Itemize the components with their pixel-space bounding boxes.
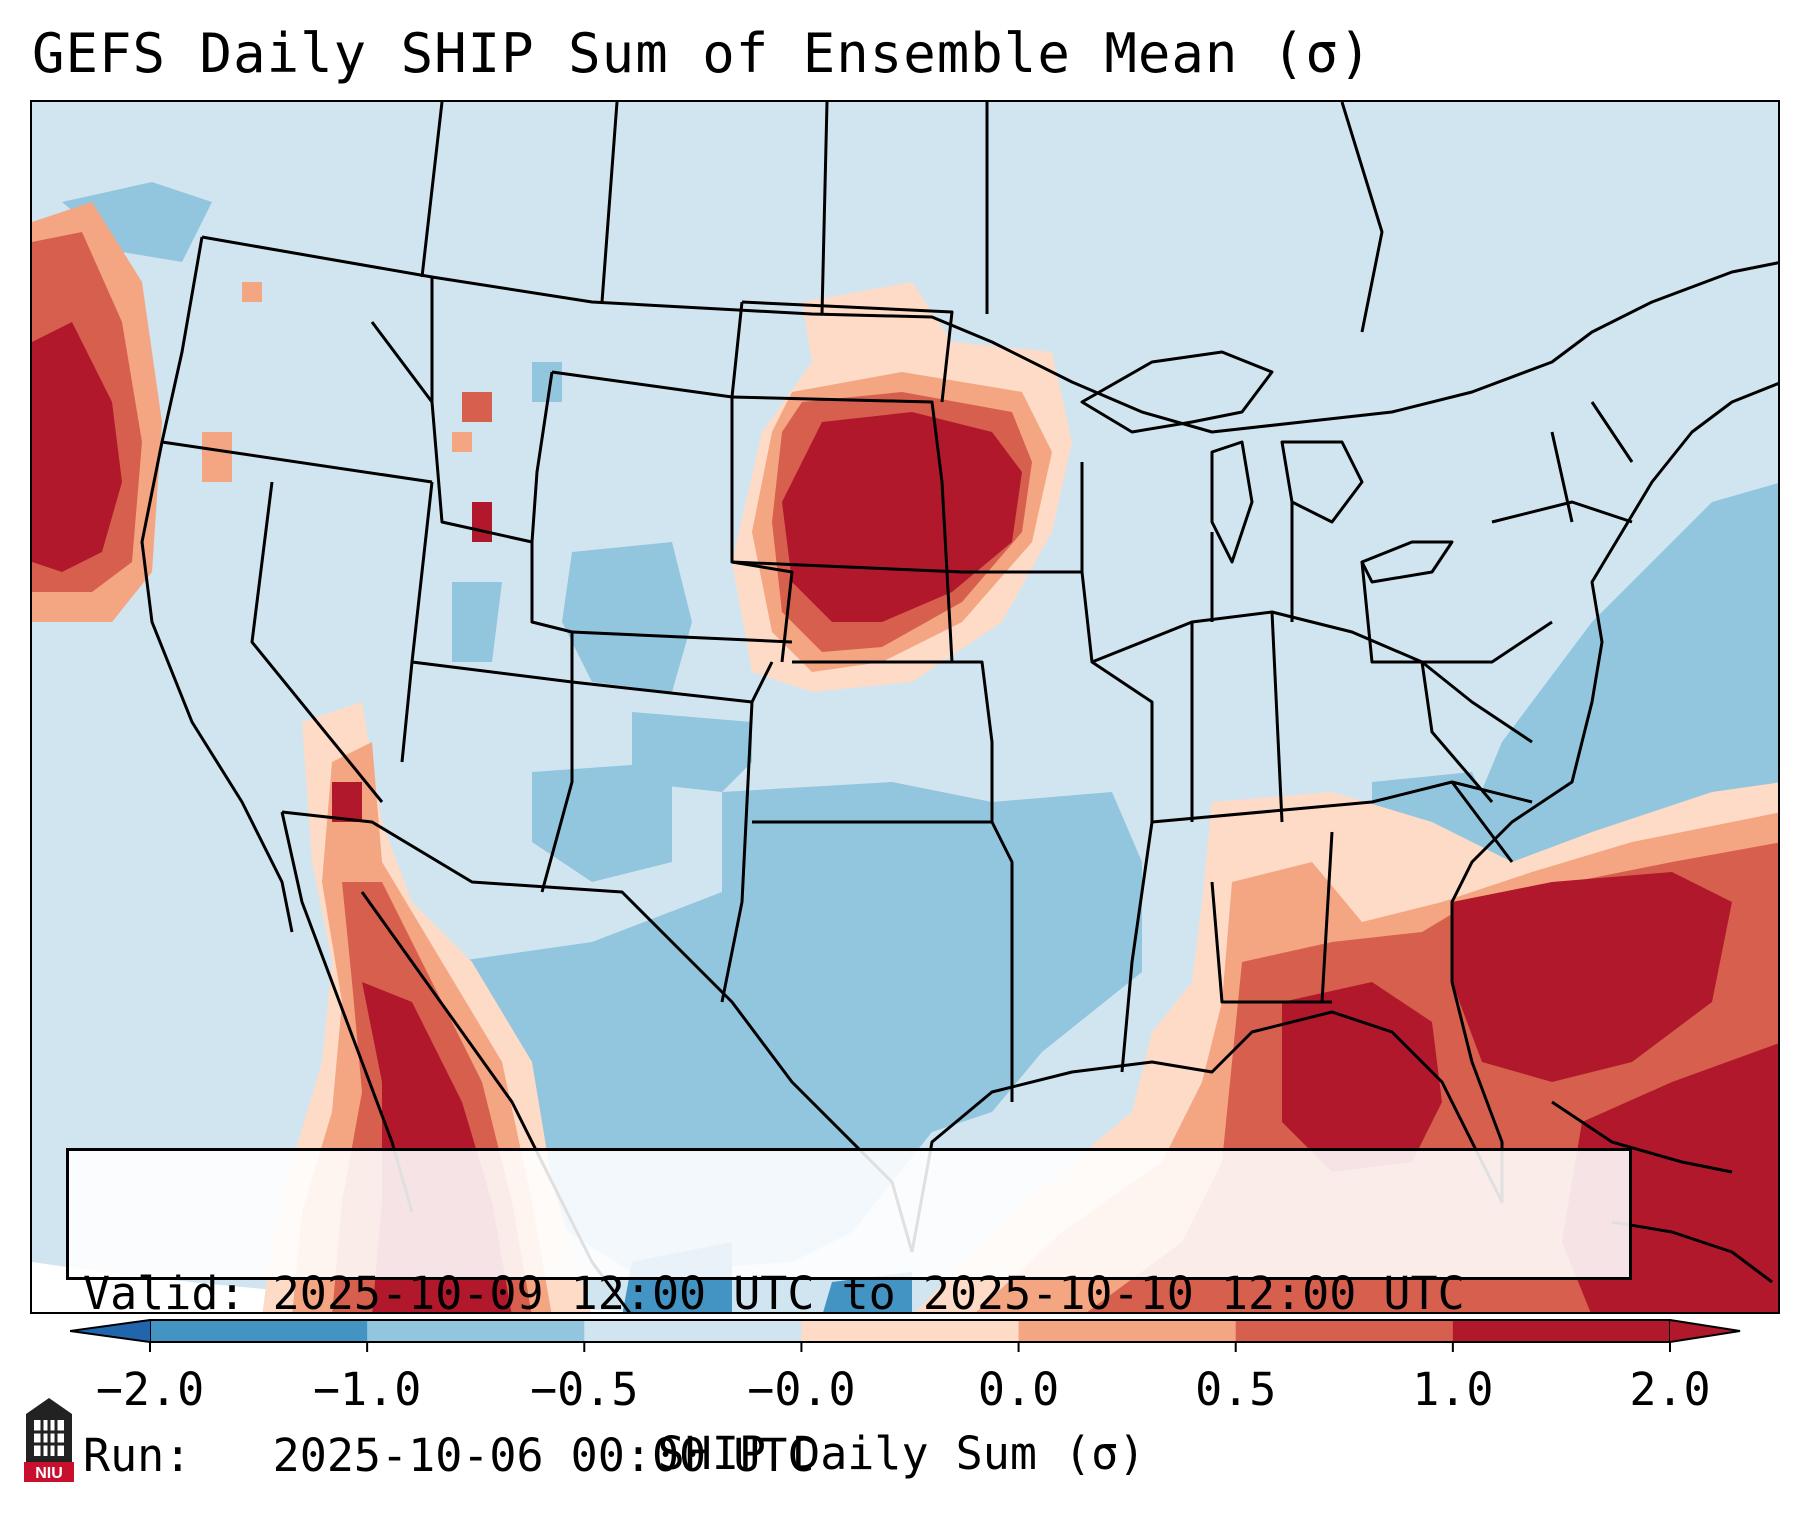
map-panel [30,100,1780,1314]
colorbar-bin [150,1320,368,1342]
projection-edge [32,1262,658,1312]
colorbar-tick-label: 0.5 [1195,1363,1277,1416]
niu-logo: NIU [24,1398,74,1482]
colorbar-tick-label: 0.0 [977,1363,1060,1416]
colorbar-tick-label: −2.0 [95,1363,205,1416]
colorbar-tick-label: −0.0 [747,1363,856,1416]
pacific-positive-anomaly [32,202,492,622]
plains-positive-anomaly [732,282,1072,692]
logo-text: NIU [35,1465,63,1482]
colorbar-tick-labels: −2.0 −1.0 −0.5 −0.0 0.0 0.5 1.0 2.0 [0,1362,1803,1422]
colorbar-bin [1018,1320,1237,1342]
colorbar [70,1319,1741,1352]
colorbar-bin [801,1320,1020,1342]
colorbar-bin [584,1320,802,1342]
anomaly-map [32,102,1778,1312]
colorbar-bin [1235,1320,1454,1342]
colorbar-tick-label: 1.0 [1412,1363,1494,1416]
colorbar-label: SHIP Daily Sum (σ) [657,1427,1146,1480]
colorbar-bin [367,1320,585,1342]
valid-run-info-box: Valid: 2025-10-09 12:00 UTC to 2025-10-1… [66,1148,1632,1482]
colorbar-over-extension [1669,1319,1741,1343]
colorbar-tick-label: −1.0 [312,1363,422,1416]
colorbar-tick-label: −0.5 [530,1363,639,1416]
colorbar-under-extension [70,1319,151,1343]
map-title: GEFS Daily SHIP Sum of Ensemble Mean (σ) [32,22,1373,85]
colorbar-tick-label: 2.0 [1629,1363,1711,1416]
valid-time-text: Valid: 2025-10-09 12:00 UTC to 2025-10-1… [83,1267,1465,1320]
colorbar-bin [1452,1320,1671,1342]
run-time-text: Run: 2025-10-06 00:00 UTC [83,1429,815,1482]
